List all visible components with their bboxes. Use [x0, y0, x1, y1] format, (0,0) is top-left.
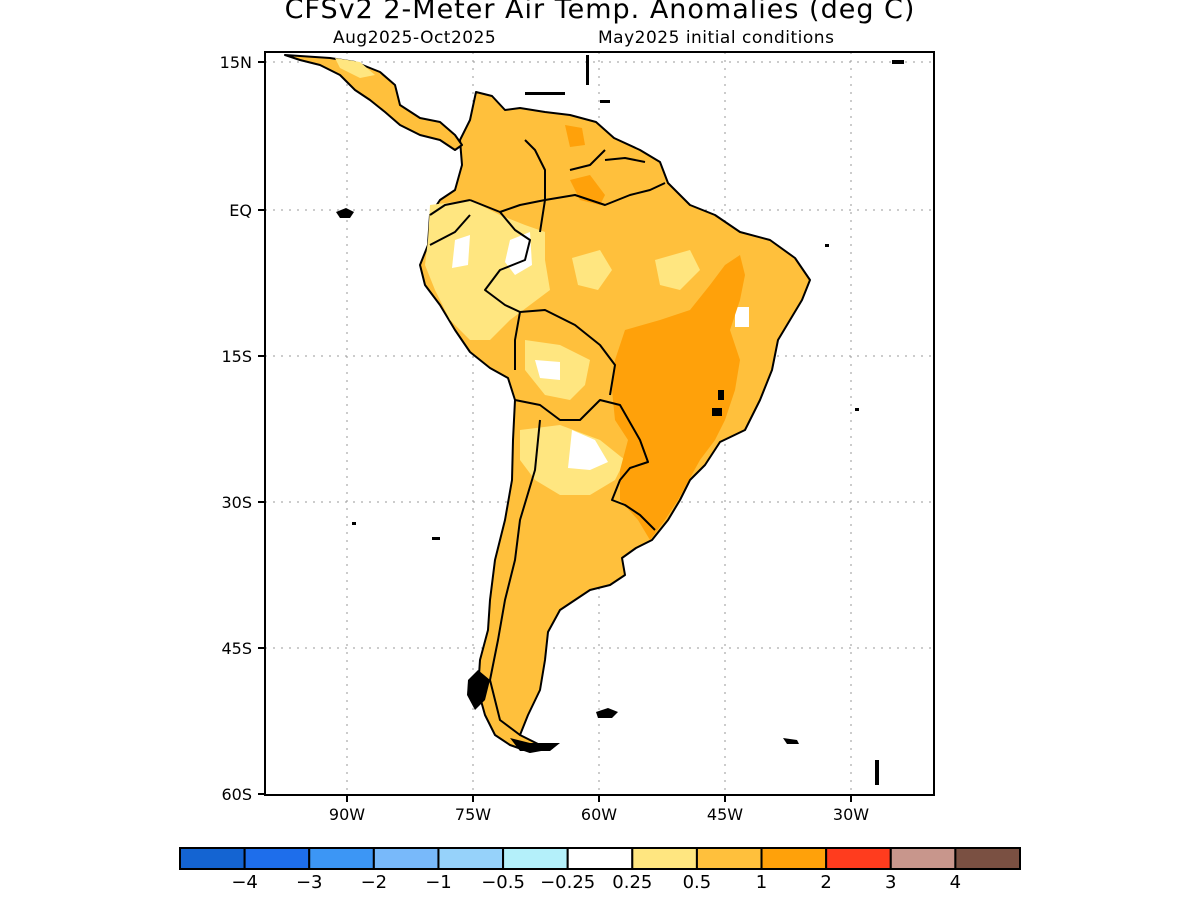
lat-label: 15S	[221, 347, 252, 366]
lon-label: 45W	[707, 805, 743, 824]
lon-label: 30W	[833, 805, 869, 824]
colorbar-label: 1	[756, 872, 767, 893]
colorbar-label: −2	[361, 872, 388, 893]
lat-label: 45S	[221, 639, 252, 658]
colorbar-swatch	[760, 847, 828, 870]
forecast-period: Aug2025-Oct2025	[333, 28, 497, 48]
islands	[336, 60, 904, 785]
colorbar-label: −4	[231, 872, 258, 893]
colorbar-swatch	[308, 847, 375, 870]
country-borders	[429, 139, 666, 736]
colorbar-label: 3	[885, 872, 896, 893]
colorbar-swatch	[631, 847, 698, 870]
colorbar-label: 0.25	[612, 872, 652, 893]
colorbar-label: −3	[296, 872, 323, 893]
colorbar-swatch	[179, 847, 246, 870]
axis-ticks	[258, 61, 852, 802]
lon-label: 75W	[455, 805, 491, 824]
colorbar-swatch	[502, 847, 569, 870]
lat-label: 15N	[220, 53, 252, 72]
central-america-land	[284, 54, 463, 151]
lat-label: 30S	[221, 493, 252, 512]
colorbar-swatch	[372, 847, 440, 870]
colorbar-label: −0.25	[540, 872, 595, 893]
colorbar-swatch	[889, 847, 957, 870]
caribbean-islands	[525, 55, 610, 103]
lat-label: EQ	[229, 201, 252, 220]
lon-label: 90W	[329, 805, 365, 824]
colorbar-label: 0.5	[683, 872, 712, 893]
colorbar-label: −0.5	[481, 872, 525, 893]
colorbar-swatch	[566, 847, 634, 870]
lat-label: 60S	[221, 785, 252, 804]
colorbar-swatch	[437, 847, 505, 870]
map-title: CFSv2 2-Meter Air Temp. Anomalies (deg C…	[284, 0, 916, 25]
central-america-pale	[335, 58, 375, 78]
latitude-labels: 15N EQ 15S 30S 45S 60S	[220, 53, 252, 804]
colorbar: −4 −3 −2 −1 −0.5 −0.25 0.25 0.5 1 2 3 4	[179, 847, 1022, 893]
colorbar-label: 2	[820, 872, 831, 893]
colorbar-swatch	[243, 847, 311, 870]
colorbar-swatch	[825, 847, 892, 870]
colorbar-swatch	[695, 847, 763, 870]
colorbar-label: 4	[950, 872, 961, 893]
lon-label: 60W	[581, 805, 617, 824]
strong-anomaly-regions	[565, 125, 745, 540]
colorbar-label: −1	[425, 872, 452, 893]
initial-conditions: May2025 initial conditions	[598, 28, 835, 48]
longitude-labels: 90W 75W 60W 45W 30W	[329, 805, 869, 824]
colorbar-swatch	[954, 847, 1022, 870]
